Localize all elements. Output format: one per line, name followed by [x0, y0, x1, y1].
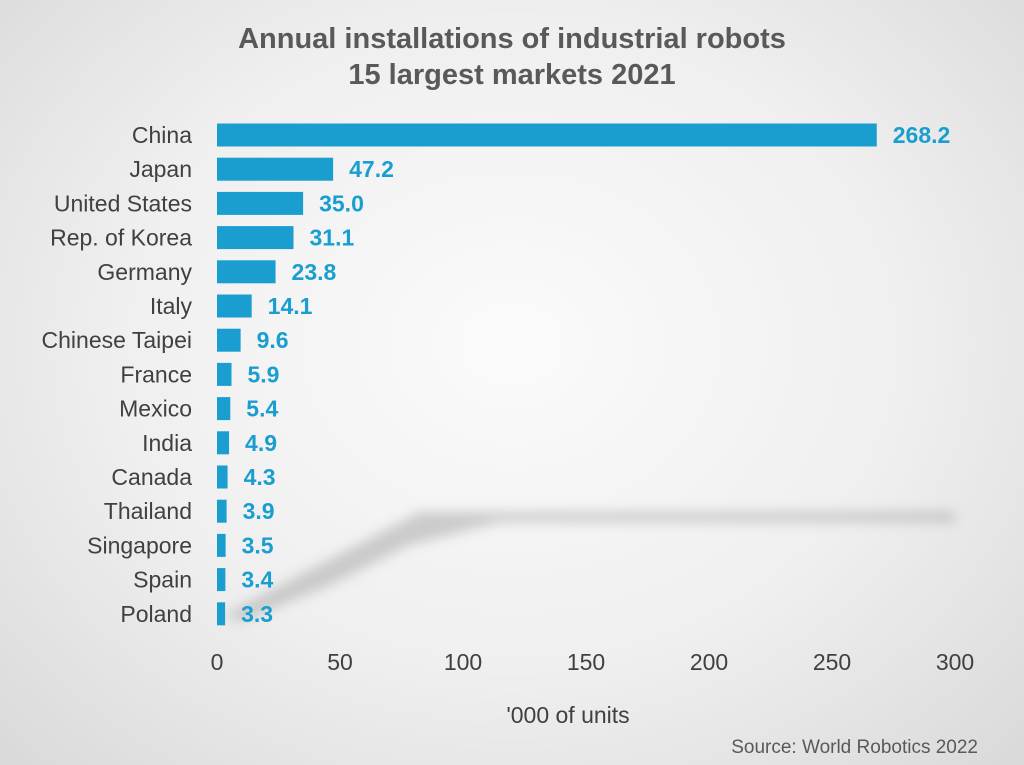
source-note: Source: World Robotics 2022	[731, 737, 978, 758]
bar-france	[217, 362, 232, 386]
category-label-chinese-taipei: Chinese Taipei	[42, 327, 192, 353]
chart-subtitle: 15 largest markets 2021	[348, 59, 676, 91]
value-label-italy: 14.1	[268, 293, 313, 319]
bar-germany	[217, 260, 276, 284]
value-label-chinese-taipei: 9.6	[257, 327, 289, 353]
x-tick-label-100: 100	[444, 649, 482, 675]
category-label-canada: Canada	[111, 464, 192, 490]
bar-spain	[217, 568, 226, 592]
bar-rep-of-korea	[217, 226, 294, 250]
bars-layer	[217, 123, 877, 626]
value-label-india: 4.9	[245, 430, 277, 456]
category-labels: China Japan United States Rep. of Korea Germ…	[42, 122, 193, 627]
category-label-spain: Spain	[133, 567, 192, 593]
value-label-rep-of-korea: 31.1	[310, 225, 355, 251]
category-label-japan: Japan	[129, 156, 192, 182]
x-tick-label-50: 50	[327, 649, 353, 675]
x-tick-label-250: 250	[813, 649, 851, 675]
value-label-poland: 3.3	[241, 601, 273, 627]
value-label-france: 5.9	[248, 361, 280, 387]
category-label-italy: Italy	[150, 293, 193, 319]
value-label-singapore: 3.5	[242, 532, 274, 558]
category-label-france: France	[120, 361, 192, 387]
background-shadow-decoration	[225, 512, 955, 622]
value-label-canada: 4.3	[244, 464, 276, 490]
x-tick-label-300: 300	[936, 649, 974, 675]
value-label-mexico: 5.4	[246, 396, 278, 422]
x-tick-label-0: 0	[211, 649, 224, 675]
x-tick-label-200: 200	[690, 649, 728, 675]
bar-chinese-taipei	[217, 328, 241, 352]
bar-poland	[217, 602, 226, 626]
value-label-japan: 47.2	[349, 156, 394, 182]
bar-japan	[217, 157, 334, 181]
category-label-india: India	[142, 430, 192, 456]
value-label-spain: 3.4	[241, 567, 273, 593]
bar-china	[217, 123, 877, 147]
x-axis-label: '000 of units	[506, 702, 630, 728]
bar-mexico	[217, 397, 231, 421]
bar-united-states	[217, 191, 304, 215]
bar-italy	[217, 294, 252, 318]
value-label-china: 268.2	[893, 122, 951, 148]
x-tick-label-150: 150	[567, 649, 605, 675]
category-label-poland: Poland	[120, 601, 192, 627]
value-label-germany: 23.8	[292, 259, 337, 285]
chart-title: Annual installations of industrial robot…	[238, 23, 786, 55]
bar-thailand	[217, 499, 227, 523]
bar-singapore	[217, 533, 226, 557]
category-label-united-states: United States	[54, 190, 192, 216]
category-label-mexico: Mexico	[119, 396, 192, 422]
value-label-thailand: 3.9	[243, 498, 275, 524]
category-label-germany: Germany	[97, 259, 192, 285]
bar-canada	[217, 465, 228, 489]
value-labels: 268.2 47.2 35.0 31.1 23.8 14.1 9.6 5.9 5.4 4.9 4.3…	[241, 122, 950, 627]
category-label-rep-of-korea: Rep. of Korea	[50, 225, 192, 251]
category-label-thailand: Thailand	[104, 498, 192, 524]
category-label-singapore: Singapore	[87, 532, 192, 558]
x-axis-tick-labels: 0 50 100 150 200 250 300	[211, 649, 975, 675]
bar-india	[217, 431, 230, 455]
value-label-united-states: 35.0	[319, 190, 364, 216]
category-label-china: China	[132, 122, 192, 148]
